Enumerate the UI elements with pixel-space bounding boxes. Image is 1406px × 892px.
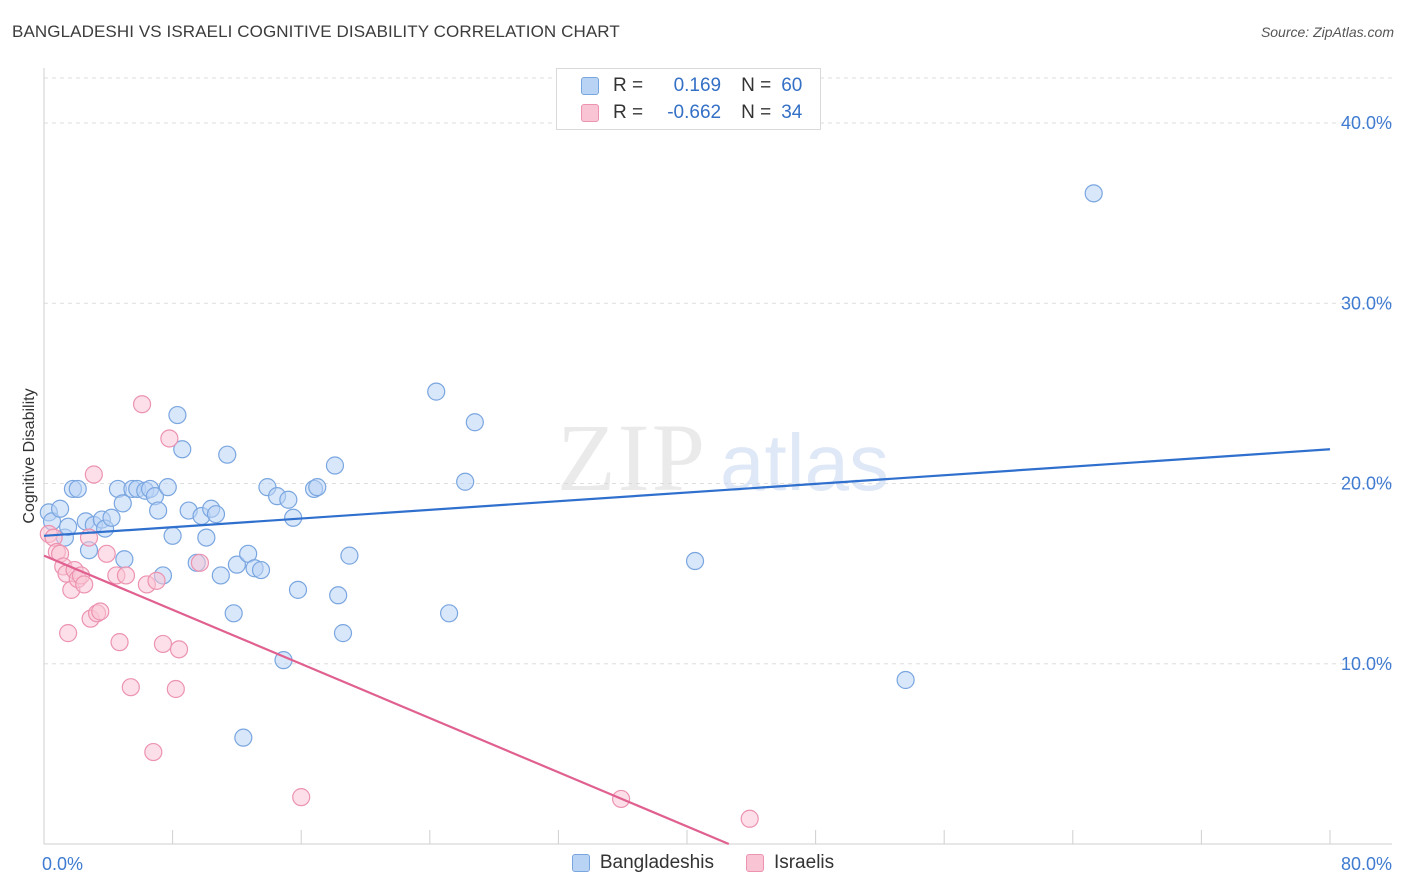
- legend-label-bangladeshis: Bangladeshis: [599, 852, 714, 873]
- y-tick-label: 30.0%: [1341, 293, 1392, 313]
- point-israeli: [110, 633, 129, 652]
- point-israeli: [75, 575, 94, 594]
- point-bangladeshi: [224, 604, 243, 623]
- point-bangladeshi: [325, 456, 345, 475]
- legend-r-label: R =: [613, 75, 644, 96]
- point-israeli: [147, 571, 166, 590]
- point-bangladeshi: [308, 478, 327, 497]
- legend-r-label: R =: [613, 102, 644, 123]
- y-tick-label: 10.0%: [1341, 654, 1392, 674]
- point-bangladeshi: [340, 546, 359, 565]
- point-bangladeshi: [251, 560, 271, 580]
- point-bangladeshi: [68, 479, 87, 499]
- legend-n-value: 34: [781, 102, 803, 123]
- correlation-legend: R = 0.169 N = 60 R = -0.662 N = 34: [556, 68, 821, 130]
- legend-row-bangladeshis: R = 0.169 N = 60: [581, 73, 802, 99]
- legend-swatch-blue: [581, 77, 599, 95]
- point-bangladeshi: [197, 528, 216, 547]
- point-bangladeshi: [279, 490, 298, 509]
- axes: [43, 68, 1392, 845]
- point-israeli: [160, 429, 179, 448]
- point-bangladeshi: [50, 499, 70, 518]
- point-bangladeshi: [102, 508, 121, 527]
- point-israeli: [121, 678, 140, 697]
- point-bangladeshi: [115, 550, 134, 569]
- point-bangladeshi: [333, 624, 353, 643]
- grid-lines: [44, 77, 1392, 665]
- point-bangladeshi: [206, 505, 226, 524]
- point-bangladeshi: [1084, 184, 1103, 203]
- series-bangladeshis: [39, 184, 1103, 747]
- point-bangladeshi: [227, 555, 246, 574]
- point-bangladeshi: [218, 445, 237, 464]
- legend-n-label: N =: [741, 75, 772, 96]
- series-israelis: [39, 395, 759, 828]
- watermark-zip: ZIP: [557, 404, 707, 511]
- point-israeli: [740, 809, 759, 828]
- legend-swatch-pink: [745, 854, 764, 872]
- watermark-atlas: atlas: [720, 418, 889, 507]
- watermark: ZIP atlas: [557, 404, 889, 511]
- point-bangladeshi: [465, 413, 484, 432]
- point-bangladeshi: [896, 670, 915, 690]
- trend-line-bangladeshis: [43, 448, 1331, 537]
- point-bangladeshi: [173, 440, 192, 459]
- point-bangladeshi: [158, 478, 177, 497]
- point-bangladeshi: [329, 586, 348, 605]
- point-bangladeshi: [456, 472, 475, 491]
- legend-item-israelis[interactable]: Israelis: [745, 852, 835, 874]
- y-tick-label: 40.0%: [1341, 113, 1392, 133]
- y-axis-label: Cognitive Disability: [21, 388, 38, 523]
- point-bangladeshi: [163, 526, 182, 545]
- point-israeli: [190, 553, 210, 572]
- point-bangladeshi: [234, 728, 253, 747]
- chart-title: BANGLADESHI VS ISRAELI COGNITIVE DISABIL…: [12, 22, 620, 41]
- x-tick-label: 0.0%: [42, 854, 83, 874]
- point-bangladeshi: [149, 501, 168, 520]
- point-israeli: [169, 640, 189, 659]
- point-bangladeshi: [685, 551, 705, 571]
- point-israeli: [292, 788, 311, 807]
- legend-r-value: -0.662: [667, 102, 722, 123]
- point-bangladeshi: [427, 382, 446, 401]
- legend-n-value: 60: [781, 75, 803, 96]
- legend-row-israelis: R = -0.662 N = 34: [581, 100, 802, 126]
- point-israeli: [91, 602, 110, 621]
- point-bangladeshi: [59, 517, 78, 536]
- point-israeli: [132, 395, 152, 414]
- point-israeli: [59, 624, 78, 643]
- trend-line-israelis: [43, 554, 730, 846]
- legend-swatch-blue: [571, 854, 590, 872]
- point-bangladeshi: [439, 604, 459, 623]
- point-israeli: [116, 566, 136, 585]
- x-tick-label: 80.0%: [1341, 854, 1392, 874]
- series-legend: Bangladeshis Israelis: [0, 852, 1406, 874]
- point-israeli: [144, 742, 163, 762]
- legend-swatch-pink: [581, 104, 599, 122]
- point-bangladeshi: [168, 405, 187, 425]
- legend-label-israelis: Israelis: [773, 852, 835, 873]
- point-bangladeshi: [211, 566, 230, 585]
- legend-item-bangladeshis[interactable]: Bangladeshis: [571, 852, 714, 874]
- point-bangladeshi: [113, 494, 132, 513]
- point-israeli: [153, 634, 173, 654]
- trend-lines: [43, 448, 1331, 846]
- y-tick-label: 20.0%: [1341, 474, 1392, 494]
- source-label: Source: ZipAtlas.com: [1260, 24, 1394, 40]
- point-bangladeshi: [288, 580, 308, 599]
- point-israeli: [166, 679, 185, 699]
- point-israeli: [97, 544, 116, 563]
- tick-labels: 10.0% 20.0% 30.0% 40.0% 0.0% 80.0%: [42, 113, 1392, 874]
- legend-r-value: 0.169: [673, 75, 722, 96]
- legend-n-label: N =: [741, 102, 772, 123]
- point-israeli: [84, 465, 103, 484]
